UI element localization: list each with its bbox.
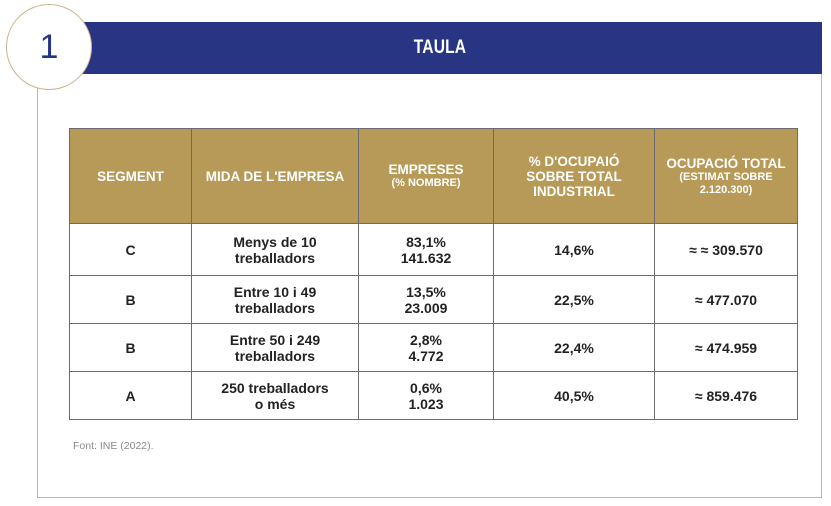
header-bar (58, 22, 822, 74)
company-size-cell: Menys de 10 treballadors (191, 223, 359, 276)
column-header-companies: EMPRESES (% NOMBRE) (358, 128, 494, 224)
total-employment-cell: ≈ 474.959 (654, 323, 798, 372)
employment-share-cell: 40,5% (493, 371, 655, 420)
table-header-row: SEGMENT MIDA DE L'EMPRESA EMPRESES (% NO… (69, 128, 798, 224)
employment-share-cell: 22,5% (493, 275, 655, 324)
header-title: TAULA (413, 37, 467, 58)
total-employment-cell: ≈ ≈ 309.570 (654, 223, 798, 276)
badge-number: 1 (39, 28, 59, 66)
employment-share-cell: 22,4% (493, 323, 655, 372)
employment-share-cell: 14,6% (493, 223, 655, 276)
company-size-cell: Entre 50 i 249 treballadors (191, 323, 359, 372)
companies-cell: 2,8% 4.772 (358, 323, 494, 372)
column-header-total-employment: OCUPACIÓ TOTAL (ESTIMAT SOBRE 2.120.300) (654, 128, 798, 224)
table-row: B Entre 50 i 249 treballadors 2,8% 4.772… (69, 323, 798, 372)
segment-cell: B (69, 275, 192, 324)
column-header-company-size: MIDA DE L'EMPRESA (191, 128, 359, 224)
total-employment-cell: ≈ 477.070 (654, 275, 798, 324)
company-size-cell: 250 treballadors o més (191, 371, 359, 420)
table-row: C Menys de 10 treballadors 83,1% 141.632… (69, 223, 798, 276)
table-row: B Entre 10 i 49 treballadors 13,5% 23.00… (69, 275, 798, 324)
segment-cell: A (69, 371, 192, 420)
segment-cell: B (69, 323, 192, 372)
total-employment-cell: ≈ 859.476 (654, 371, 798, 420)
segment-cell: C (69, 223, 192, 276)
number-badge (6, 4, 92, 90)
companies-cell: 0,6% 1.023 (358, 371, 494, 420)
source-note: Font: INE (2022). (73, 440, 154, 452)
table-row: A 250 treballadors o més 0,6% 1.023 40,5… (69, 371, 798, 420)
company-size-cell: Entre 10 i 49 treballadors (191, 275, 359, 324)
data-table: SEGMENT MIDA DE L'EMPRESA EMPRESES (% NO… (69, 128, 798, 420)
companies-cell: 13,5% 23.009 (358, 275, 494, 324)
column-header-segment: SEGMENT (69, 128, 192, 224)
companies-cell: 83,1% 141.632 (358, 223, 494, 276)
column-header-employment-share: % D'OCUPAIÓ SOBRE TOTAL INDUSTRIAL (493, 128, 655, 224)
